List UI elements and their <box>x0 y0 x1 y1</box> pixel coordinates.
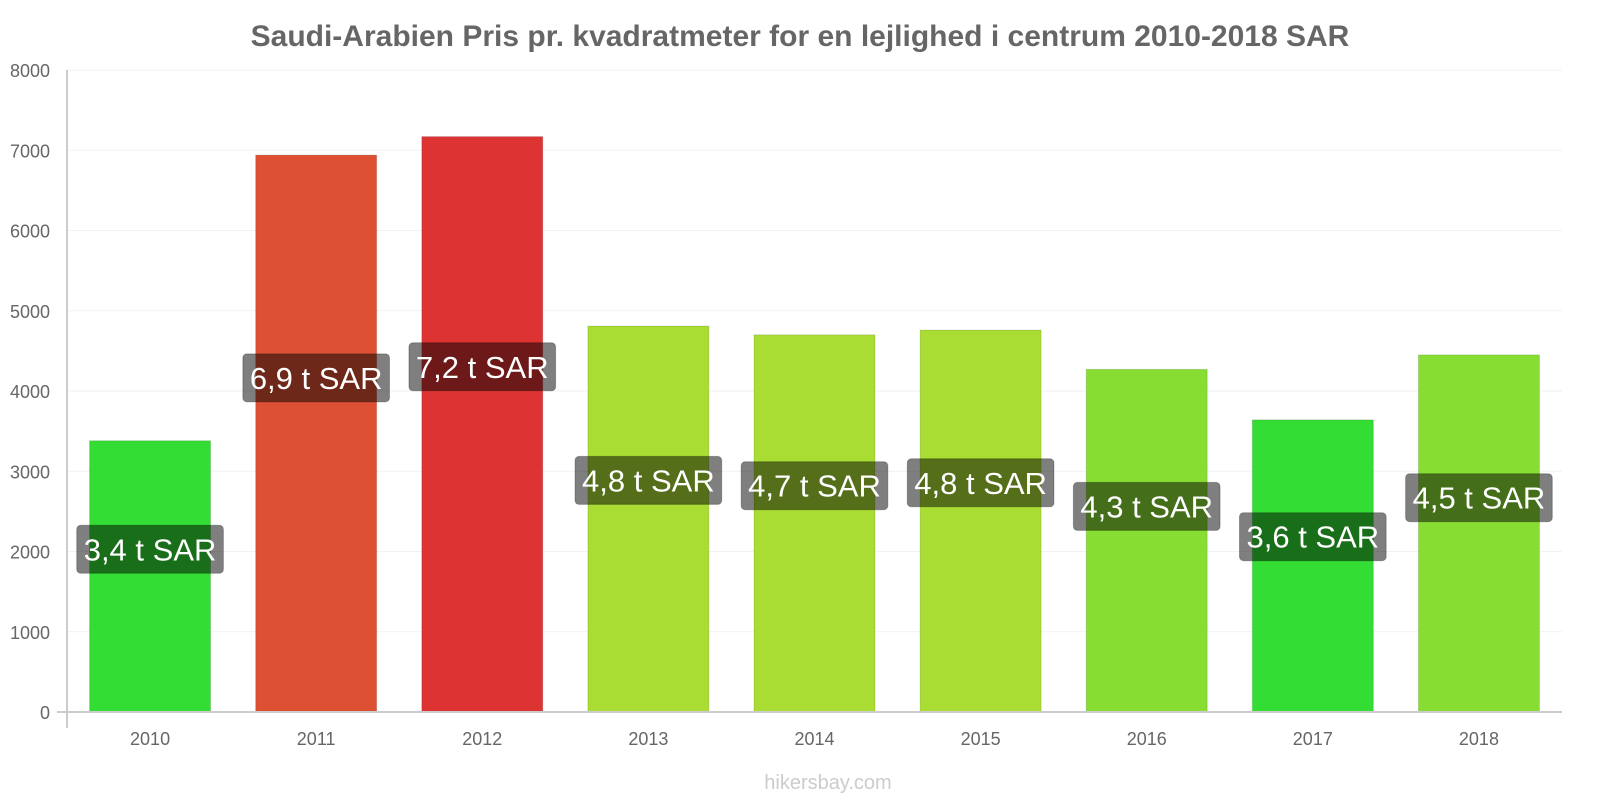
x-tick-label: 2011 <box>297 729 336 749</box>
bar-2018 <box>1417 354 1540 713</box>
x-tick-label: 2017 <box>1293 729 1333 749</box>
chart-title: Saudi-Arabien Pris pr. kvadratmeter for … <box>251 20 1350 53</box>
y-tick-label: 7000 <box>10 141 50 161</box>
y-tick-label: 2000 <box>10 543 50 563</box>
data-label-text: 4,5 t SAR <box>1413 481 1546 516</box>
data-label-background <box>76 524 224 574</box>
data-label-background <box>740 461 889 511</box>
data-label-text: 6,9 t SAR <box>250 361 383 396</box>
x-tick-label: 2018 <box>1459 729 1499 749</box>
data-label-text: 4,7 t SAR <box>748 469 881 504</box>
data-labels: 3,4 t SAR 6,9 t SAR 7,2 t SAR 4,8 t SAR 4,7 … <box>76 342 1553 574</box>
y-tick-label: 6000 <box>10 222 50 242</box>
y-tick-label: 3000 <box>10 462 50 482</box>
data-label-text: 3,6 t SAR <box>1246 520 1379 555</box>
data-label-background <box>408 342 557 392</box>
data-label-2018: 4,5 t SAR <box>1405 473 1553 523</box>
axes: 0 1000 2000 3000 4000 5000 6000 7000 8000 2010 201… <box>10 61 1562 749</box>
x-tick-label: 2013 <box>628 729 668 749</box>
bars <box>89 136 1540 713</box>
data-label-2014: 4,7 t SAR <box>740 461 889 511</box>
bar-2012 <box>421 136 544 713</box>
bar-2013 <box>587 325 710 713</box>
x-tick-label: 2016 <box>1127 729 1167 749</box>
data-label-background <box>1405 473 1553 523</box>
data-label-2017: 3,6 t SAR <box>1238 512 1387 562</box>
bar-2011 <box>255 154 378 713</box>
x-tick-label: 2015 <box>961 729 1001 749</box>
data-label-text: 4,8 t SAR <box>582 463 715 498</box>
data-label-text: 4,3 t SAR <box>1080 489 1213 524</box>
data-label-2016: 4,3 t SAR <box>1072 481 1221 531</box>
data-label-2011: 6,9 t SAR <box>242 353 391 403</box>
y-tick-label: 8000 <box>10 61 50 81</box>
data-label-2010: 3,4 t SAR <box>76 524 224 574</box>
bar-2017 <box>1251 419 1374 713</box>
data-label-text: 7,2 t SAR <box>416 350 549 385</box>
bar-2015 <box>919 329 1042 713</box>
data-label-background <box>1072 481 1221 531</box>
data-label-background <box>1238 512 1387 562</box>
data-label-2012: 7,2 t SAR <box>408 342 557 392</box>
y-tick-label: 4000 <box>10 382 50 402</box>
data-label-2013: 4,8 t SAR <box>574 455 723 505</box>
x-tick-label: 2014 <box>794 729 834 749</box>
data-label-background <box>242 353 391 403</box>
data-label-text: 4,8 t SAR <box>914 466 1047 501</box>
bar-2010 <box>89 440 212 713</box>
data-label-text: 3,4 t SAR <box>84 532 217 567</box>
y-tick-label: 0 <box>40 703 50 723</box>
y-tick-label: 1000 <box>10 623 50 643</box>
y-tick-label: 5000 <box>10 302 50 322</box>
watermark: hikersbay.com <box>764 772 891 794</box>
data-label-background <box>574 455 723 505</box>
data-label-background <box>906 458 1055 508</box>
bar-2014 <box>753 334 876 713</box>
data-label-2015: 4,8 t SAR <box>906 458 1055 508</box>
bar-2016 <box>1085 368 1208 713</box>
x-tick-label: 2010 <box>130 729 170 749</box>
x-tick-label: 2012 <box>462 729 502 749</box>
